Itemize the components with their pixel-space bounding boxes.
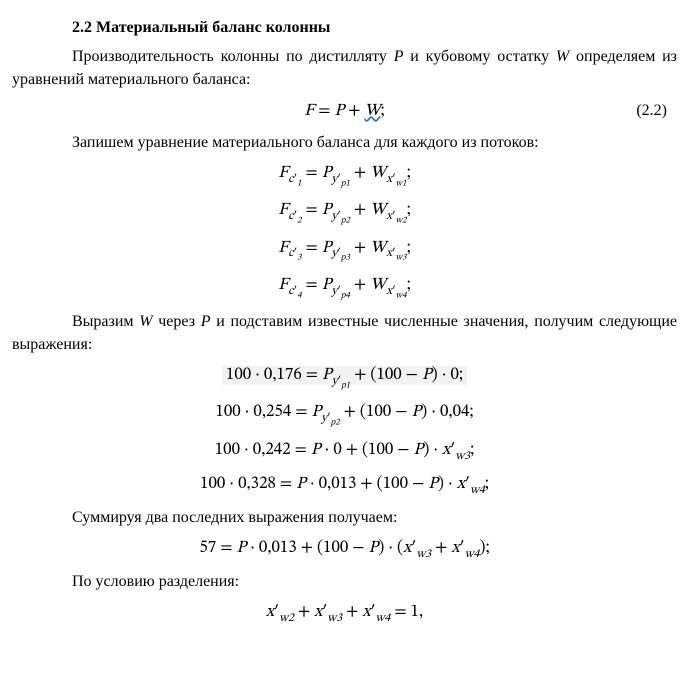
para3-part-b: через [153,313,201,330]
equation-mb-3: Fc′3 = Py′p3 + Wx′w3; [12,235,677,266]
equation-number: (2.2) [636,98,667,124]
equation-mb-2: Fc′2 = Py′p2 + Wx′w2; [12,197,677,228]
paragraph-5: По условию разделения: [12,570,677,593]
equation-main: F = P + W; (2.2) [12,98,677,125]
para1-part-a: Производительность колонны по дистилляту [72,48,394,65]
para3-part-a: Выразим [72,313,139,330]
para1-part-b: и кубовому остатку [403,48,555,65]
sym-w: W [556,48,569,65]
document-page: 2.2 Материальный баланс колонны Производ… [0,0,689,628]
paragraph-2: Запишем уравнение материального баланса … [12,131,677,154]
sym-w-2: W [139,313,152,330]
sym-p-2: P [201,313,211,330]
equation-num-2: 100 · 0,254 = Py′p2 + (100 − P) · 0,04; [12,399,677,430]
equation-sum: 57 = P · 0,013 + (100 − P) · (x′w3 + x′w… [12,535,677,564]
equation-sep: x′w2 + x′w3 + x′w4 = 1, [12,599,677,628]
equation-mb-4: Fc′4 = Py′p4 + Wx′w4; [12,272,677,303]
paragraph-1: Производительность колонны по дистилляту… [12,45,677,91]
equation-mb-1: Fc′1 = Py′p1 + Wx′w1; [12,160,677,191]
equation-num-1: 100 · 0,176 = Py′p1 + (100 − P) · 0; [12,362,677,393]
paragraph-3: Выразим W через P и подставим известные … [12,310,677,356]
equation-num-4: 100 · 0,328 = P · 0,013 + (100 − P) · x′… [12,471,677,500]
paragraph-4: Суммируя два последних выражения получае… [12,506,677,529]
section-heading: 2.2 Материальный баланс колонны [12,16,677,39]
equation-num-3: 100 · 0,242 = P · 0 + (100 − P) · x′w3; [12,437,677,466]
